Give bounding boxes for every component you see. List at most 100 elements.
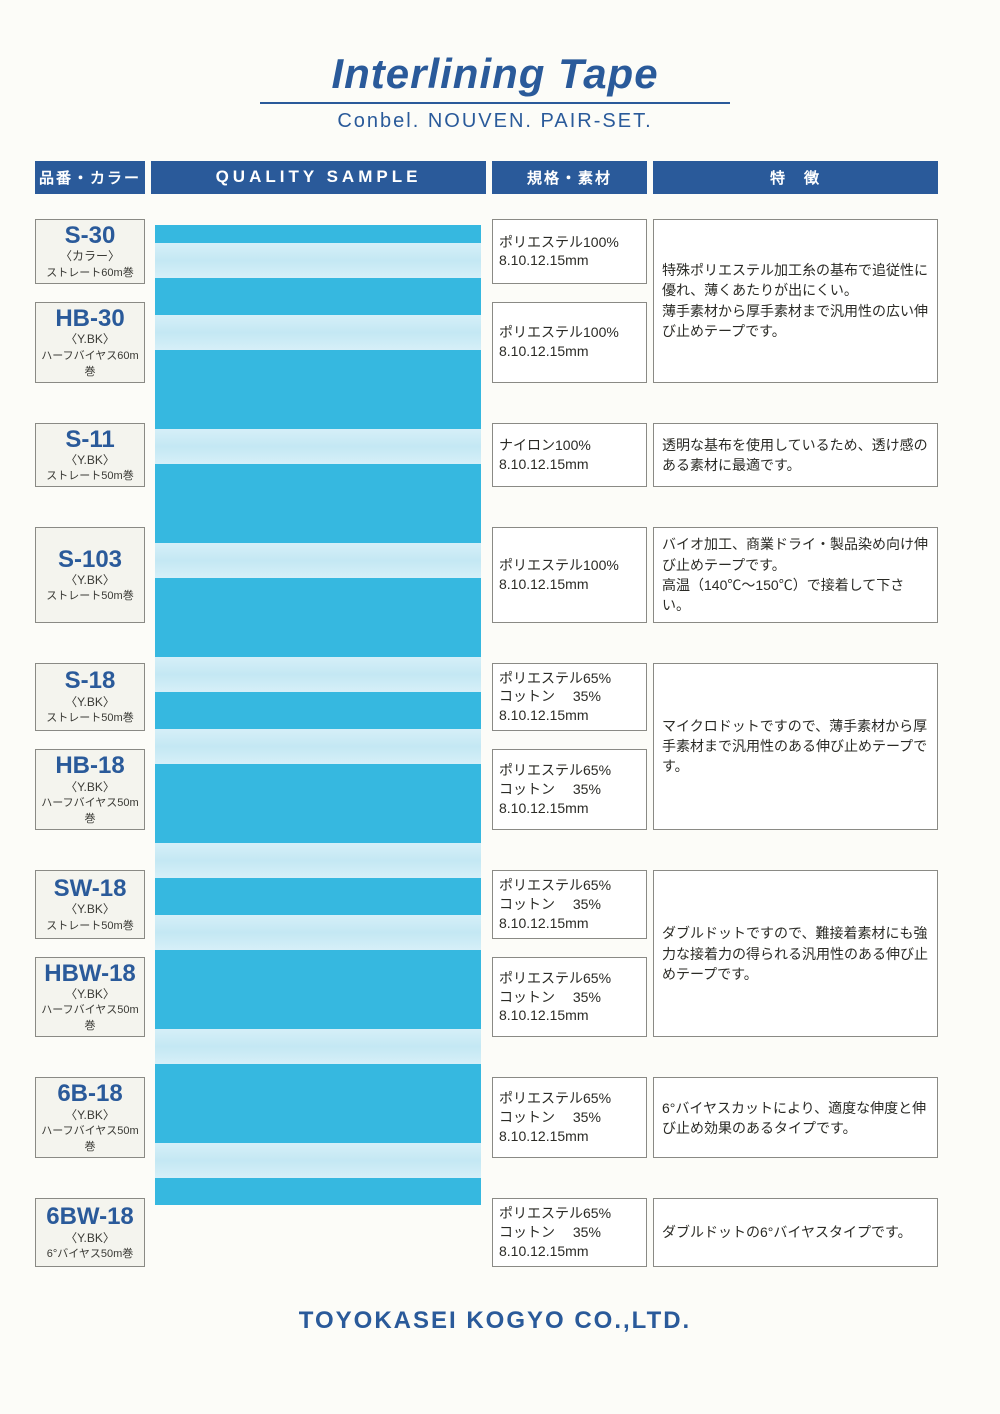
- sample-spacer: [151, 1198, 486, 1267]
- spec-line: ポリエステル65%: [499, 669, 640, 688]
- product-roll: ストレート50m巻: [40, 467, 140, 483]
- feature-line: 薄手素材から厚手素材まで汎用性の広い伸び止めテープです。: [662, 301, 929, 342]
- sample-spacer: [151, 219, 486, 284]
- company-footer: TOYOKASEI KOGYO CO.,LTD.: [35, 1307, 955, 1335]
- product-code: S-30: [40, 223, 140, 249]
- sample-spacer: [151, 749, 486, 830]
- table-body: S-30〈カラー〉ストレート60m巻ポリエステル100%8.10.12.15mm…: [35, 219, 955, 1267]
- product-cell: HB-18〈Y.BK〉ハーフバイヤス50m巻: [35, 749, 145, 830]
- product-code: S-11: [40, 427, 140, 453]
- spec-line: コットン 35%: [499, 687, 640, 706]
- product-cell: 6B-18〈Y.BK〉ハーフバイヤス50m巻: [35, 1077, 145, 1158]
- product-color: 〈Y.BK〉: [40, 780, 140, 794]
- spec-line: コットン 35%: [499, 988, 640, 1007]
- spec-line: コットン 35%: [499, 1223, 640, 1242]
- sample-spacer: [151, 527, 486, 622]
- sample-spacer: [151, 663, 486, 732]
- product-code: HBW-18: [40, 961, 140, 987]
- row-gap: [35, 290, 647, 296]
- product-cell: S-103〈Y.BK〉ストレート50m巻: [35, 527, 145, 622]
- group-gap: [35, 629, 938, 657]
- spec-line: ポリエステル65%: [499, 1089, 640, 1108]
- feature-line: 6°バイヤスカットにより、適度な伸度と伸び止め効果のあるタイプです。: [662, 1098, 929, 1139]
- feature-cell: 透明な基布を使用しているため、透け感のある素材に最適です。: [653, 423, 938, 488]
- product-code: S-18: [40, 668, 140, 694]
- group-gap: [35, 493, 938, 521]
- sample-spacer: [151, 870, 486, 939]
- product-cell: HB-30〈Y.BK〉ハーフバイヤス60m巻: [35, 302, 145, 383]
- group-gap: [35, 836, 938, 864]
- product-roll: ハーフバイヤス50m巻: [40, 1122, 140, 1154]
- feature-cell: ダブルドットの6°バイヤスタイプです。: [653, 1198, 938, 1267]
- product-cell: SW-18〈Y.BK〉ストレート50m巻: [35, 870, 145, 939]
- feature-cell: ダブルドットですので、難接着素材にも強力な接着力の得られる汎用性のある伸び止めテ…: [653, 870, 938, 1037]
- product-color: 〈Y.BK〉: [40, 332, 140, 346]
- sample-spacer: [151, 1077, 486, 1158]
- product-cell: S-30〈カラー〉ストレート60m巻: [35, 219, 145, 284]
- spec-line: ポリエステル65%: [499, 876, 640, 895]
- product-color: 〈Y.BK〉: [40, 987, 140, 1001]
- spec-line: ポリエステル100%: [499, 323, 640, 342]
- sample-spacer: [151, 302, 486, 383]
- spec-line: 8.10.12.15mm: [499, 455, 640, 474]
- header-feature: 特 徴: [653, 161, 938, 194]
- row-gap: [35, 737, 647, 743]
- spec-line: ポリエステル100%: [499, 556, 640, 575]
- spec-line: 8.10.12.15mm: [499, 342, 640, 361]
- table-header-row: 品番・カラー QUALITY SAMPLE 規格・素材 特 徴: [35, 161, 955, 194]
- product-color: 〈Y.BK〉: [40, 453, 140, 467]
- product-roll: 6°バイヤス50m巻: [40, 1245, 140, 1261]
- spec-line: コットン 35%: [499, 895, 640, 914]
- group-gap: [35, 389, 938, 417]
- spec-line: 8.10.12.15mm: [499, 1242, 640, 1261]
- title-rule: [260, 102, 730, 104]
- group-gap: [35, 1043, 938, 1071]
- header-spec: 規格・素材: [492, 161, 647, 194]
- page-title: Interlining Tape: [35, 50, 955, 98]
- product-roll: ハーフバイヤス50m巻: [40, 1001, 140, 1033]
- header-product: 品番・カラー: [35, 161, 145, 194]
- catalog-page: Interlining Tape Conbel. NOUVEN. PAIR-SE…: [0, 0, 1000, 1414]
- spec-line: 8.10.12.15mm: [499, 251, 640, 270]
- spec-line: ポリエステル100%: [499, 233, 640, 252]
- spec-cell: ポリエステル100%8.10.12.15mm: [492, 302, 647, 383]
- sample-spacer: [151, 957, 486, 1038]
- spec-line: 8.10.12.15mm: [499, 1127, 640, 1146]
- spec-cell: ポリエステル100%8.10.12.15mm: [492, 219, 647, 284]
- feature-line: ダブルドットですので、難接着素材にも強力な接着力の得られる汎用性のある伸び止めテ…: [662, 923, 929, 984]
- spec-cell: ポリエステル100%8.10.12.15mm: [492, 527, 647, 622]
- row-gap: [35, 945, 647, 951]
- feature-line: 高温（140℃〜150℃）で接着して下さい。: [662, 575, 929, 616]
- product-color: 〈Y.BK〉: [40, 902, 140, 916]
- product-color: 〈Y.BK〉: [40, 1231, 140, 1245]
- title-block: Interlining Tape Conbel. NOUVEN. PAIR-SE…: [35, 50, 955, 133]
- header-quality: QUALITY SAMPLE: [151, 161, 486, 194]
- product-roll: ストレート50m巻: [40, 587, 140, 603]
- product-roll: ストレート50m巻: [40, 917, 140, 933]
- product-code: 6BW-18: [40, 1204, 140, 1230]
- page-subtitle: Conbel. NOUVEN. PAIR-SET.: [35, 110, 955, 133]
- spec-line: 8.10.12.15mm: [499, 799, 640, 818]
- spec-line: ポリエステル65%: [499, 969, 640, 988]
- product-color: 〈カラー〉: [40, 249, 140, 263]
- product-roll: ストレート50m巻: [40, 709, 140, 725]
- product-color: 〈Y.BK〉: [40, 695, 140, 709]
- feature-cell: 6°バイヤスカットにより、適度な伸度と伸び止め効果のあるタイプです。: [653, 1077, 938, 1158]
- feature-cell: マイクロドットですので、薄手素材から厚手素材まで汎用性のある伸び止めテープです。: [653, 663, 938, 830]
- product-color: 〈Y.BK〉: [40, 573, 140, 587]
- spec-line: コットン 35%: [499, 1108, 640, 1127]
- product-code: S-103: [40, 547, 140, 573]
- group-gap: [35, 1164, 938, 1192]
- spec-cell: ポリエステル65%コットン 35%8.10.12.15mm: [492, 749, 647, 830]
- product-roll: ハーフバイヤス50m巻: [40, 794, 140, 826]
- product-code: HB-18: [40, 753, 140, 779]
- product-roll: ストレート60m巻: [40, 264, 140, 280]
- product-color: 〈Y.BK〉: [40, 1108, 140, 1122]
- spec-line: ポリエステル65%: [499, 1204, 640, 1223]
- feature-cell: 特殊ポリエステル加工糸の基布で追従性に優れ、薄くあたりが出にくい。薄手素材から厚…: [653, 219, 938, 383]
- spec-cell: ポリエステル65%コットン 35%8.10.12.15mm: [492, 870, 647, 939]
- product-code: HB-30: [40, 306, 140, 332]
- spec-cell: ポリエステル65%コットン 35%8.10.12.15mm: [492, 663, 647, 732]
- spec-cell: ナイロン100%8.10.12.15mm: [492, 423, 647, 488]
- feature-line: バイオ加工、商業ドライ・製品染め向け伸び止めテープです。: [662, 534, 929, 575]
